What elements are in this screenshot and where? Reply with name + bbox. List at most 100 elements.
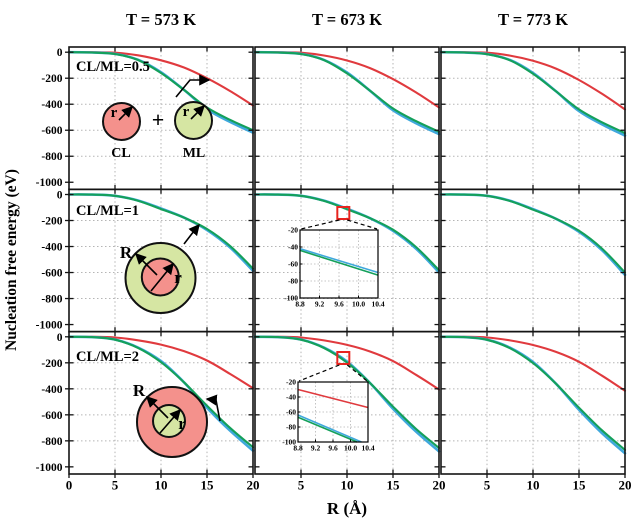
y-tick-label: -200: [41, 216, 62, 228]
inset-panel-4: 8.8 9.2 9.6 10.0 10.4 -20 -40 -60 -80 -100: [284, 206, 385, 309]
x-tick-label: 5: [112, 478, 119, 493]
inset-x-tick-label: 9.6: [328, 444, 338, 453]
y-tick-label: -1000: [36, 462, 63, 474]
inset-y-tick-label: -100: [282, 438, 296, 447]
inset-x-tick-label: 9.6: [334, 300, 344, 309]
coreshell2-inner-radius-label: r: [178, 414, 186, 433]
inset-y-tick-label: -40: [286, 393, 296, 402]
cl-particle-circle: [102, 102, 141, 141]
panel-row1-col1: [67, 46, 255, 191]
y-axis-title: Nucleation free energy (eV): [3, 169, 20, 351]
y-tick-label: 0: [57, 332, 63, 344]
coreshell1-R-arrow: [135, 253, 158, 276]
green-curve: [67, 193, 255, 270]
inset-x-tick-label: 8.8: [293, 444, 303, 453]
ml-radius-label: r: [183, 104, 190, 120]
x-tick-label: 15: [201, 478, 215, 493]
red-curve: [439, 51, 627, 111]
y-tick-label: -800: [41, 151, 62, 163]
x-axis-title: R (Å): [327, 499, 367, 518]
curve-pointer-arrow-row2: [183, 223, 200, 245]
y-tick-label: -600: [41, 410, 62, 422]
y-tick-label: 0: [57, 47, 63, 59]
green-curve: [67, 51, 255, 132]
inset-x-tick-label: 9.2: [315, 300, 325, 309]
ml-radius-arrow: [190, 105, 205, 120]
inset-green-line: [299, 249, 379, 276]
inset-y-tick-label: -60: [288, 260, 298, 269]
coreshell1-inner-radius-label: r: [174, 268, 182, 287]
x-tick-label: 15: [387, 478, 401, 493]
zoom-connector: [346, 364, 368, 382]
y-tick-label: -400: [41, 99, 62, 111]
zoom-connector: [300, 219, 340, 230]
column-title-673k: T = 673 K: [312, 10, 382, 29]
panel-row2-col3: [439, 188, 627, 333]
y-tick-label: -800: [41, 294, 62, 306]
green-curve: [67, 335, 255, 449]
inset-y-tick-label: -20: [288, 226, 298, 235]
inset-red-line: [297, 388, 369, 409]
inset-blue-line: [297, 414, 362, 443]
coreshell2-r-arrow: [159, 408, 181, 434]
panel-row1-col2: [253, 46, 441, 191]
cl-particle-label: CL: [111, 146, 130, 161]
x-tick-label: 5: [298, 478, 305, 493]
inset-x-tick-label: 10.4: [371, 300, 384, 309]
x-tick-label: 15: [573, 478, 587, 493]
ml-particle-circle: [174, 101, 213, 140]
coreshell1-outer-radius-label: R: [120, 243, 133, 262]
y-tick-label: -800: [41, 436, 62, 448]
zoom-region-marker: [336, 206, 351, 220]
inset-y-tick-label: -40: [288, 243, 298, 252]
panel-row2-col2: [253, 188, 441, 333]
x-tick-label: 5: [484, 478, 491, 493]
x-tick-label: 10: [527, 478, 540, 493]
column-title-773k: T = 773 K: [498, 10, 568, 29]
column-title-573k: T = 573 K: [126, 10, 196, 29]
row-label-clml-0p5: CL/ML=0.5: [76, 59, 150, 75]
coreshell1-r-arrow: [150, 262, 174, 292]
y-tick-label: -400: [41, 242, 62, 254]
inset-x-tick-label: 10.0: [352, 300, 365, 309]
schematic-diagrams: [102, 74, 221, 458]
y-tick-label: -200: [41, 358, 62, 370]
zoom-connector: [298, 364, 340, 382]
x-tick-label: 10: [155, 478, 168, 493]
x-tick-label: 20: [247, 478, 260, 493]
x-tick-label: 10: [341, 478, 354, 493]
panel-row3-col3: [439, 330, 627, 475]
panel-row1-col3: [439, 46, 627, 191]
coreshell2-outer-radius-label: R: [133, 381, 146, 400]
green-curve: [439, 51, 627, 135]
cl-radius-label: r: [111, 105, 118, 121]
curve-pointer-arrow-row1: [175, 74, 211, 98]
inset-y-tick-label: -100: [284, 294, 298, 303]
cl-radius-arrow: [118, 106, 133, 121]
y-tick-label: -600: [41, 125, 62, 137]
y-tick-label: -600: [41, 268, 62, 280]
generated-chart-layer: 0-200-400-600-800-10000-200-400-600-800-…: [36, 46, 632, 493]
coreshell2-R-arrow: [146, 396, 169, 419]
zoom-region-marker: [336, 351, 351, 365]
inset-x-tick-label: 10.0: [344, 444, 357, 453]
zoom-connector: [347, 219, 378, 230]
green-curve: [253, 193, 441, 272]
green-curve: [439, 335, 627, 451]
inset-x-tick-label: 8.8: [295, 300, 305, 309]
green-curve: [253, 51, 441, 133]
green-curve: [439, 193, 627, 274]
inset-x-tick-label: 10.4: [361, 444, 374, 453]
x-tick-label: 0: [66, 478, 73, 493]
x-tick-label: 20: [433, 478, 446, 493]
y-tick-label: 0: [57, 190, 63, 202]
y-tick-label: -1000: [36, 177, 63, 189]
inset-y-tick-label: -20: [286, 378, 296, 387]
inset-blue-line: [299, 247, 379, 274]
inset-panel-7: 8.8 9.2 9.6 10.0 10.4 -20 -40 -60 -80 -100: [282, 351, 375, 453]
row-label-clml-2: CL/ML=2: [76, 349, 139, 365]
x-tick-label: 20: [619, 478, 632, 493]
green-curve: [253, 335, 441, 450]
